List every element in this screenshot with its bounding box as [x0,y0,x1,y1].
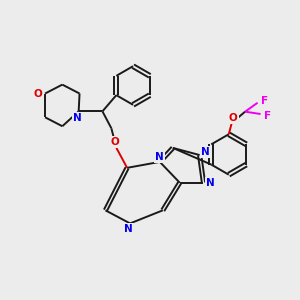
Text: N: N [155,152,164,161]
Text: O: O [111,137,119,147]
Text: N: N [73,113,82,123]
Text: O: O [229,113,238,123]
Text: F: F [263,110,271,121]
Text: N: N [124,224,133,234]
Text: N: N [206,178,214,188]
Text: N: N [201,147,209,157]
Text: F: F [261,96,268,106]
Text: O: O [33,88,42,98]
